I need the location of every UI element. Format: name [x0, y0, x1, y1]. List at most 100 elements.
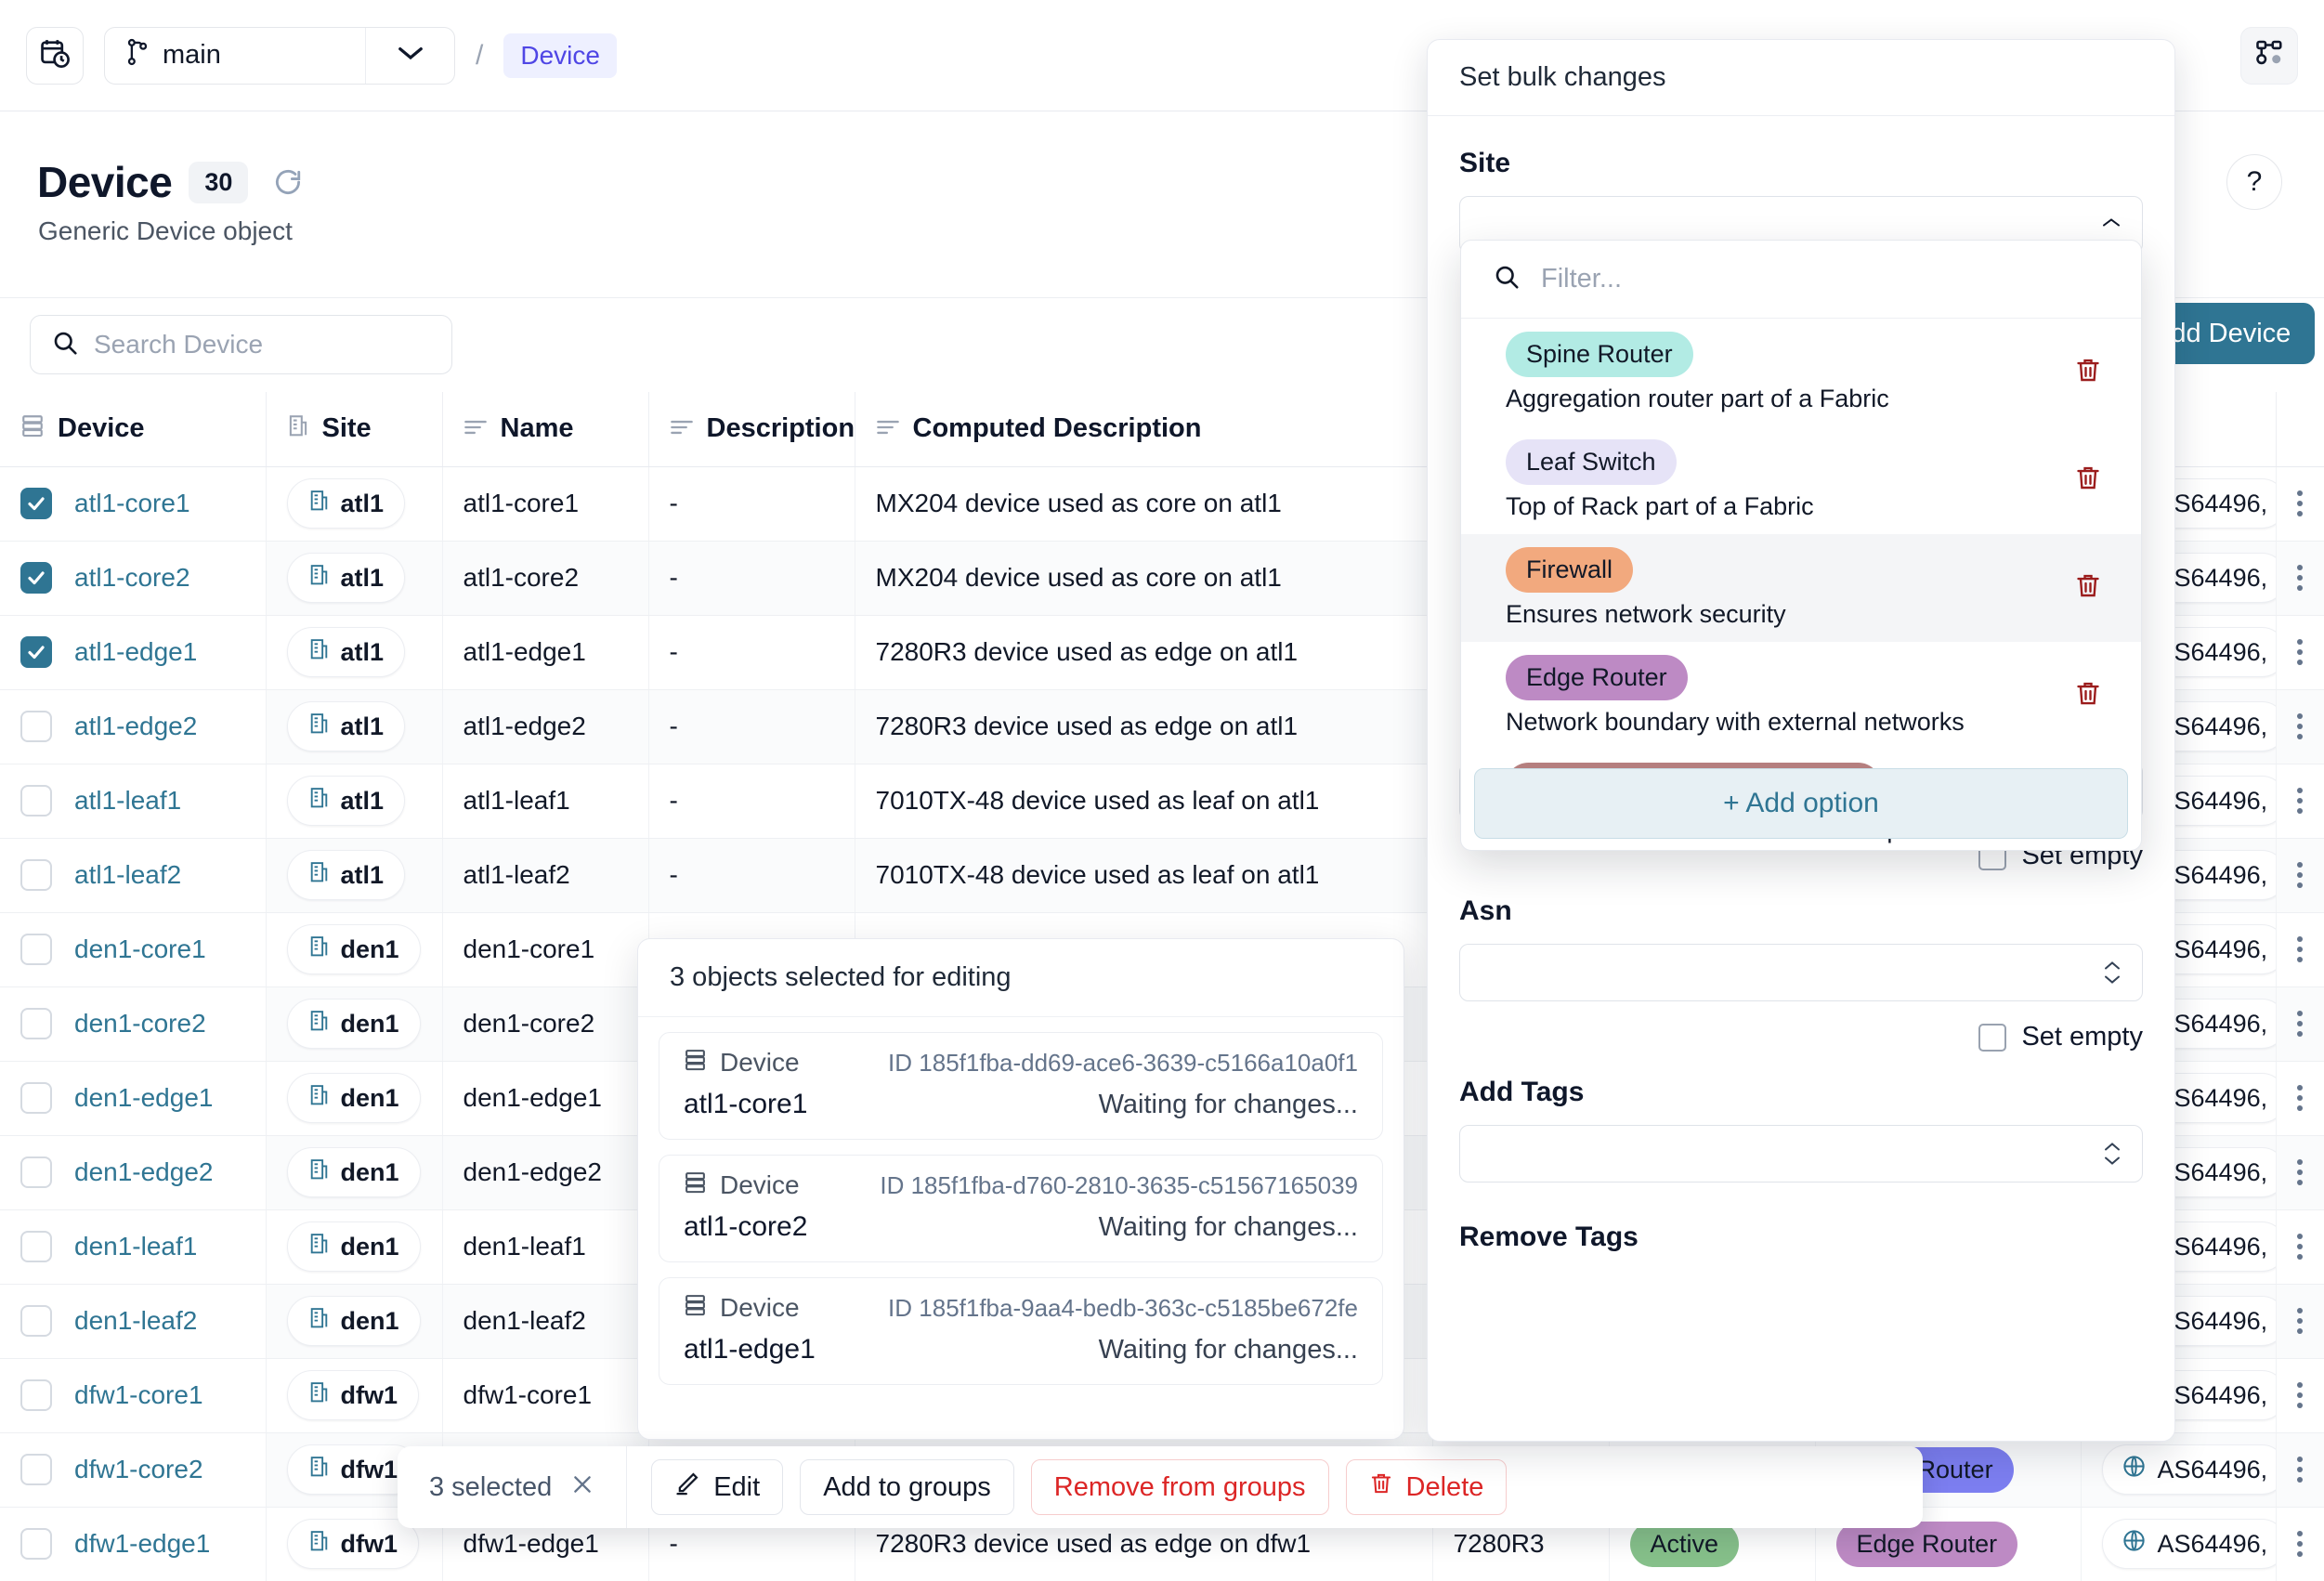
branch-selector-label[interactable]: main — [105, 28, 365, 84]
row-checkbox[interactable] — [20, 1156, 52, 1188]
row-checkbox[interactable] — [20, 1528, 52, 1560]
cell-device[interactable]: dfw1-edge1 — [0, 1507, 267, 1581]
row-menu-icon[interactable] — [2297, 1234, 2304, 1260]
row-menu-icon[interactable] — [2297, 1011, 2304, 1037]
delete-option-icon[interactable] — [2074, 464, 2102, 497]
site-pill[interactable]: den1 — [286, 1296, 421, 1346]
cell-device[interactable]: den1-edge1 — [0, 1061, 267, 1136]
cell-device[interactable]: den1-edge2 — [0, 1135, 267, 1210]
cell-site[interactable]: den1 — [266, 1061, 443, 1136]
row-checkbox[interactable] — [20, 785, 52, 817]
site-pill[interactable]: den1 — [286, 1222, 421, 1272]
cell-device[interactable]: dfw1-core1 — [0, 1358, 267, 1433]
col-site[interactable]: Site — [266, 392, 443, 467]
branch-selector[interactable]: main — [104, 26, 455, 85]
cell-device[interactable]: atl1-leaf1 — [0, 764, 267, 839]
site-pill[interactable]: den1 — [286, 1147, 421, 1197]
cell-actions[interactable] — [2276, 541, 2324, 616]
cell-site[interactable]: den1 — [266, 986, 443, 1062]
site-pill[interactable]: den1 — [286, 1073, 421, 1123]
device-link[interactable]: den1-core1 — [74, 934, 206, 963]
action-button-remove-from-groups[interactable]: Remove from groups — [1030, 1459, 1329, 1515]
asn-combobox[interactable] — [1459, 944, 2143, 1001]
device-link[interactable]: den1-leaf2 — [74, 1306, 198, 1335]
cell-actions[interactable] — [2276, 1061, 2324, 1136]
device-link[interactable]: den1-leaf1 — [74, 1232, 198, 1261]
row-menu-icon[interactable] — [2297, 936, 2304, 962]
delete-option-icon[interactable] — [2074, 357, 2102, 389]
cell-site[interactable]: dfw1 — [266, 1507, 443, 1581]
cell-actions[interactable] — [2276, 1135, 2324, 1210]
device-link[interactable]: dfw1-edge1 — [74, 1529, 211, 1558]
cell-actions[interactable] — [2276, 689, 2324, 764]
site-pill[interactable]: atl1 — [286, 701, 406, 751]
dropdown-option[interactable]: Edge Router Network boundary with externa… — [1461, 642, 2141, 750]
site-pill[interactable]: atl1 — [286, 478, 406, 529]
site-pill[interactable]: atl1 — [286, 627, 406, 677]
cell-site[interactable]: atl1 — [266, 466, 443, 542]
search-input[interactable]: Search Device — [30, 315, 452, 374]
add-option-button[interactable]: + Add option — [1474, 768, 2128, 839]
cell-site[interactable]: atl1 — [266, 838, 443, 913]
cell-device[interactable]: dfw1-core2 — [0, 1432, 267, 1508]
col-computed-description[interactable]: Computed Description — [855, 392, 1433, 467]
refresh-icon[interactable] — [272, 166, 304, 198]
add-tags-combobox[interactable] — [1459, 1125, 2143, 1182]
site-pill[interactable]: den1 — [286, 999, 421, 1049]
col-name[interactable]: Name — [442, 392, 649, 467]
cell-actions[interactable] — [2276, 615, 2324, 690]
site-pill[interactable]: atl1 — [286, 850, 406, 900]
row-menu-icon[interactable] — [2297, 565, 2304, 591]
row-checkbox[interactable] — [20, 1454, 52, 1485]
cell-device[interactable]: atl1-edge2 — [0, 689, 267, 764]
cell-device[interactable]: den1-leaf2 — [0, 1284, 267, 1359]
site-pill[interactable]: atl1 — [286, 776, 406, 826]
cell-actions[interactable] — [2276, 986, 2324, 1062]
cell-actions[interactable] — [2276, 764, 2324, 839]
device-link[interactable]: atl1-core2 — [74, 563, 190, 592]
cell-device[interactable]: atl1-core1 — [0, 466, 267, 542]
action-button-add-to-groups[interactable]: Add to groups — [800, 1459, 1014, 1515]
site-pill[interactable]: den1 — [286, 924, 421, 974]
cell-actions[interactable] — [2276, 1284, 2324, 1359]
device-link[interactable]: den1-edge2 — [74, 1157, 214, 1186]
cell-site[interactable]: atl1 — [266, 541, 443, 616]
row-checkbox[interactable] — [20, 1305, 52, 1337]
cell-device[interactable]: den1-core2 — [0, 986, 267, 1062]
col-description[interactable]: Description — [648, 392, 855, 467]
cell-site[interactable]: den1 — [266, 1284, 443, 1359]
device-link[interactable]: atl1-leaf1 — [74, 786, 182, 815]
cell-site[interactable]: atl1 — [266, 615, 443, 690]
set-empty-checkbox[interactable] — [1978, 1023, 2007, 1052]
set-empty-row-asn[interactable]: Set empty — [1459, 1022, 2143, 1052]
cell-site[interactable]: den1 — [266, 912, 443, 987]
dropdown-filter-input[interactable]: Filter... — [1461, 241, 2141, 319]
cell-device[interactable]: atl1-core2 — [0, 541, 267, 616]
device-link[interactable]: atl1-edge2 — [74, 712, 198, 740]
row-menu-icon[interactable] — [2297, 862, 2304, 888]
cell-actions[interactable] — [2276, 1507, 2324, 1581]
dropdown-option[interactable]: Leaf Switch Top of Rack part of a Fabric — [1461, 426, 2141, 534]
cell-actions[interactable] — [2276, 912, 2324, 987]
cell-device[interactable]: den1-core1 — [0, 912, 267, 987]
device-link[interactable]: atl1-core1 — [74, 489, 190, 517]
row-menu-icon[interactable] — [2297, 1159, 2304, 1185]
cell-actions[interactable] — [2276, 838, 2324, 913]
cell-site[interactable]: dfw1 — [266, 1358, 443, 1433]
row-checkbox[interactable] — [20, 1008, 52, 1039]
delete-option-icon[interactable] — [2074, 680, 2102, 712]
cell-site[interactable]: atl1 — [266, 689, 443, 764]
action-button-delete[interactable]: Delete — [1345, 1459, 1508, 1515]
dropdown-option[interactable]: Spine Router Aggregation router part of a… — [1461, 319, 2141, 426]
device-link[interactable]: dfw1-core1 — [74, 1380, 203, 1409]
help-button[interactable]: ? — [2226, 154, 2282, 210]
row-checkbox[interactable] — [20, 934, 52, 965]
delete-option-icon[interactable] — [2074, 572, 2102, 605]
row-menu-icon[interactable] — [2297, 1308, 2304, 1334]
device-link[interactable]: atl1-leaf2 — [74, 860, 182, 889]
row-menu-icon[interactable] — [2297, 1457, 2304, 1483]
cell-site[interactable]: dfw1 — [266, 1432, 443, 1508]
site-pill[interactable]: atl1 — [286, 553, 406, 603]
site-pill[interactable]: dfw1 — [286, 1444, 420, 1495]
cell-device[interactable]: atl1-edge1 — [0, 615, 267, 690]
